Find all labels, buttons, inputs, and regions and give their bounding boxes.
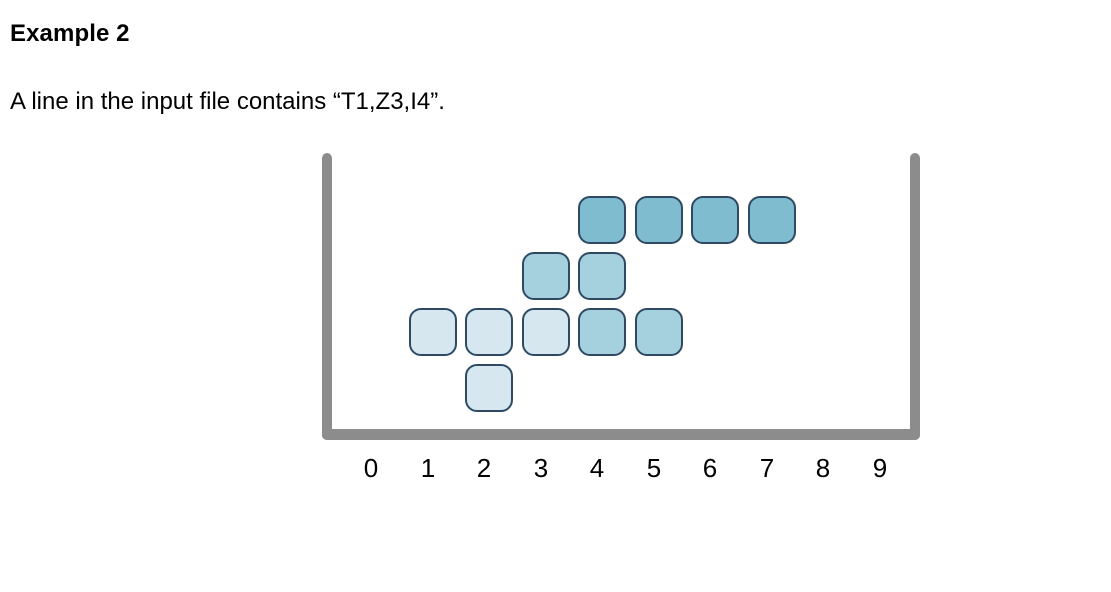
axis-label: 4 <box>589 453 605 483</box>
axis-label: 3 <box>533 453 549 483</box>
well-floor <box>322 429 920 440</box>
axis-label: 2 <box>476 453 492 483</box>
axis-label: 6 <box>702 453 718 483</box>
axis-label: 7 <box>759 453 775 483</box>
piece-i-cell <box>691 196 739 244</box>
axis-label: 9 <box>872 453 888 483</box>
piece-z-cell <box>522 252 570 300</box>
axis-label: 5 <box>646 453 662 483</box>
piece-i-cell <box>635 196 683 244</box>
piece-t-cell <box>465 364 513 412</box>
piece-t-cell <box>522 308 570 356</box>
piece-t-cell <box>465 308 513 356</box>
axis-label: 0 <box>363 453 379 483</box>
piece-z-cell <box>635 308 683 356</box>
piece-t-cell <box>409 308 457 356</box>
example-description: A line in the input file contains “T1,Z3… <box>10 88 445 115</box>
piece-z-cell <box>578 308 626 356</box>
axis-label: 8 <box>815 453 831 483</box>
well-right-wall <box>910 153 920 440</box>
piece-i-cell <box>578 196 626 244</box>
axis-label: 1 <box>420 453 436 483</box>
example-heading: Example 2 <box>10 20 130 47</box>
piece-i-cell <box>748 196 796 244</box>
piece-z-cell <box>578 252 626 300</box>
well-left-wall <box>322 153 332 440</box>
